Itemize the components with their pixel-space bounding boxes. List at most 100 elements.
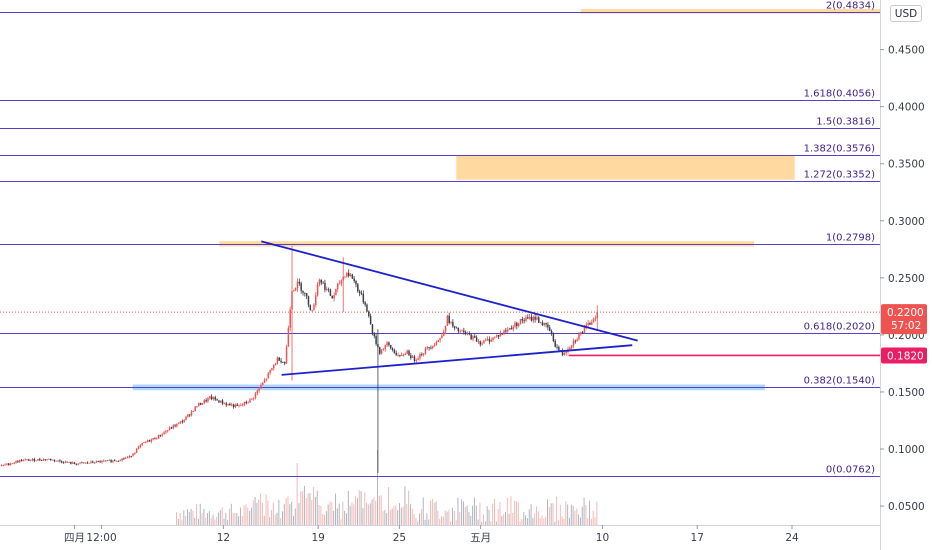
candle-264 bbox=[483, 339, 485, 344]
volume-bar-115 bbox=[386, 513, 388, 525]
zone-0[interactable] bbox=[580, 9, 880, 14]
candle-172 bbox=[315, 292, 317, 308]
fib-label-6: 0.618(0.2020) bbox=[804, 322, 876, 333]
volume-bar-172 bbox=[490, 521, 492, 525]
time-axis[interactable]: 四月 12:00 12 19 25 五月 10 17 24 bbox=[64, 525, 799, 544]
candle-254 bbox=[464, 330, 467, 336]
candle-18 bbox=[33, 457, 36, 463]
candle-14 bbox=[26, 458, 28, 461]
candle-281 bbox=[514, 321, 516, 329]
trendline-0[interactable] bbox=[261, 240, 638, 342]
volume-bar-88 bbox=[336, 508, 338, 525]
candle-326 bbox=[596, 305, 599, 331]
volume-bar-120 bbox=[395, 505, 397, 525]
candle-270 bbox=[494, 336, 496, 339]
zone-1[interactable] bbox=[456, 155, 795, 180]
volume-bar-217 bbox=[572, 505, 574, 525]
candle-234 bbox=[428, 347, 430, 351]
volume-bar-175 bbox=[495, 521, 497, 525]
candle-165 bbox=[302, 290, 304, 296]
candle-100 bbox=[183, 419, 185, 423]
volume-bar-140 bbox=[431, 498, 433, 525]
zone-2[interactable] bbox=[219, 241, 755, 247]
currency-button[interactable]: USD bbox=[890, 5, 922, 22]
volume-bar-138 bbox=[428, 519, 430, 525]
volume-bar-58 bbox=[282, 511, 284, 525]
candle-138 bbox=[252, 397, 255, 401]
volume-bar-22 bbox=[216, 516, 218, 525]
trendline-1[interactable] bbox=[281, 344, 633, 376]
candle-218 bbox=[399, 354, 401, 358]
volume-bar-9 bbox=[192, 510, 194, 525]
candle-240 bbox=[439, 337, 441, 343]
candle-50 bbox=[92, 460, 94, 464]
candle-96 bbox=[176, 423, 178, 428]
candle-102 bbox=[187, 414, 189, 418]
volume-bar-67 bbox=[298, 503, 300, 525]
price-tick-6: 0.1500 bbox=[888, 387, 925, 399]
price-axis[interactable]: 0.45000.40000.35000.30000.25000.20000.15… bbox=[880, 45, 925, 513]
volume-bar-187 bbox=[517, 502, 519, 525]
volume-bar-110 bbox=[377, 450, 379, 525]
candle-222 bbox=[406, 349, 408, 355]
candle-143 bbox=[262, 382, 264, 386]
candle-2 bbox=[4, 463, 6, 466]
volume-bar-40 bbox=[249, 511, 251, 525]
volume-bar-183 bbox=[510, 496, 512, 525]
volume-bar-216 bbox=[570, 504, 572, 525]
candle-272 bbox=[497, 335, 500, 340]
candle-188 bbox=[344, 276, 346, 279]
volume-bar-181 bbox=[506, 498, 508, 525]
fib-label-7: 0.382(0.1540) bbox=[804, 376, 876, 387]
volume-bar-164 bbox=[475, 505, 477, 525]
candle-108 bbox=[198, 402, 200, 407]
candle-164 bbox=[300, 281, 302, 294]
volume-bar-99 bbox=[356, 498, 358, 525]
volume-bars bbox=[176, 450, 598, 525]
candle-189 bbox=[346, 271, 348, 278]
volume-bar-169 bbox=[484, 521, 486, 525]
volume-bar-142 bbox=[435, 501, 437, 525]
candle-34 bbox=[62, 461, 65, 464]
candle-46 bbox=[84, 462, 87, 464]
volume-bar-207 bbox=[554, 521, 556, 525]
candle-67 bbox=[123, 457, 125, 460]
candle-299 bbox=[547, 322, 549, 331]
candle-98 bbox=[179, 420, 182, 425]
candle-301 bbox=[550, 329, 553, 336]
volume-bar-61 bbox=[287, 496, 289, 525]
fib-label-1: 1.618(0.4056) bbox=[804, 89, 876, 100]
volume-bar-21 bbox=[214, 519, 216, 525]
candle-29 bbox=[53, 459, 56, 463]
candle-246 bbox=[450, 321, 452, 325]
volume-bar-63 bbox=[291, 501, 293, 525]
volume-bar-146 bbox=[442, 516, 444, 525]
volume-bar-160 bbox=[468, 512, 470, 525]
candle-180 bbox=[329, 288, 332, 297]
candle-173 bbox=[316, 281, 319, 297]
volume-bar-206 bbox=[552, 503, 554, 525]
volume-bar-24 bbox=[219, 510, 221, 525]
volume-bar-131 bbox=[415, 518, 417, 525]
volume-bar-76 bbox=[314, 496, 316, 525]
volume-bar-34 bbox=[238, 516, 240, 525]
volume-bar-83 bbox=[327, 504, 329, 525]
candle-105 bbox=[192, 410, 195, 412]
candle-265 bbox=[485, 338, 487, 342]
candle-52 bbox=[95, 460, 98, 463]
volume-bar-212 bbox=[563, 518, 565, 525]
candle-147 bbox=[269, 369, 271, 376]
trendlines[interactable] bbox=[261, 240, 638, 376]
volume-bar-220 bbox=[578, 514, 580, 525]
candle-126 bbox=[230, 402, 233, 407]
candle-75 bbox=[137, 445, 140, 450]
candle-273 bbox=[499, 330, 502, 337]
volume-bar-190 bbox=[523, 512, 525, 525]
candle-321 bbox=[587, 319, 589, 328]
volume-bar-174 bbox=[494, 499, 496, 525]
candle-97 bbox=[177, 422, 180, 425]
candle-154 bbox=[282, 361, 284, 363]
volume-bar-11 bbox=[196, 504, 198, 525]
candle-118 bbox=[216, 398, 218, 401]
